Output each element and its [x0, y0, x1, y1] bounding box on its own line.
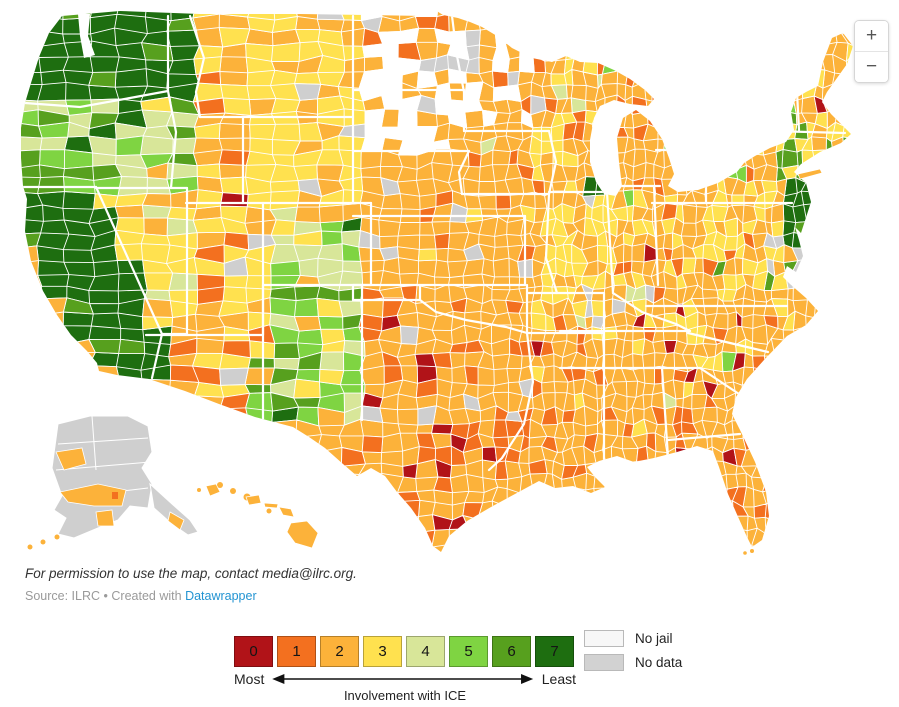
map-zoom-controls: + − — [854, 20, 889, 83]
no-jail-label: No jail — [635, 631, 673, 646]
zoom-divider — [855, 51, 888, 52]
zoom-in-button[interactable]: + — [855, 21, 888, 51]
state-borders — [21, 14, 847, 472]
puget-sound-water — [78, 14, 95, 58]
us-county-map[interactable] — [0, 0, 899, 562]
legend-special-row: No jail — [584, 630, 682, 647]
legend-swatch-4: 4 — [406, 636, 445, 667]
legend-swatch-7: 7 — [535, 636, 574, 667]
no-jail-swatch — [584, 630, 624, 647]
legend-arrow-row: Most Least — [234, 671, 576, 687]
zoom-out-button[interactable]: − — [855, 52, 888, 82]
hawaii-inset[interactable] — [197, 483, 319, 549]
no-data-label: No data — [635, 655, 683, 670]
legend-least-label: Least — [541, 671, 576, 687]
legend-swatch-6: 6 — [492, 636, 531, 667]
permission-note: For permission to use the map, contact m… — [25, 566, 357, 581]
source-separator: • — [103, 589, 108, 603]
legend-swatch-5: 5 — [449, 636, 488, 667]
source-line: Source: ILRC • Created with Datawrapper — [25, 589, 257, 603]
legend-swatch-3: 3 — [363, 636, 402, 667]
legend-axis-label: Involvement with ICE — [343, 688, 467, 703]
source-label: Source: ILRC — [25, 589, 101, 603]
florida-keys — [750, 549, 754, 553]
legend-special: No jail No data — [584, 630, 682, 678]
alaska-inset[interactable] — [27, 415, 251, 550]
legend-swatch-2: 2 — [320, 636, 359, 667]
datawrapper-link[interactable]: Datawrapper — [185, 589, 257, 603]
legend-swatch-1: 1 — [277, 636, 316, 667]
legend-swatch-0: 0 — [234, 636, 273, 667]
long-island — [797, 168, 823, 180]
created-with-label: Created with — [111, 589, 182, 603]
legend-arrow-icon — [272, 674, 534, 684]
florida-keys — [743, 551, 747, 555]
legend-special-row: No data — [584, 654, 682, 671]
legend-most-label: Most — [234, 671, 265, 687]
no-data-swatch — [584, 654, 624, 671]
